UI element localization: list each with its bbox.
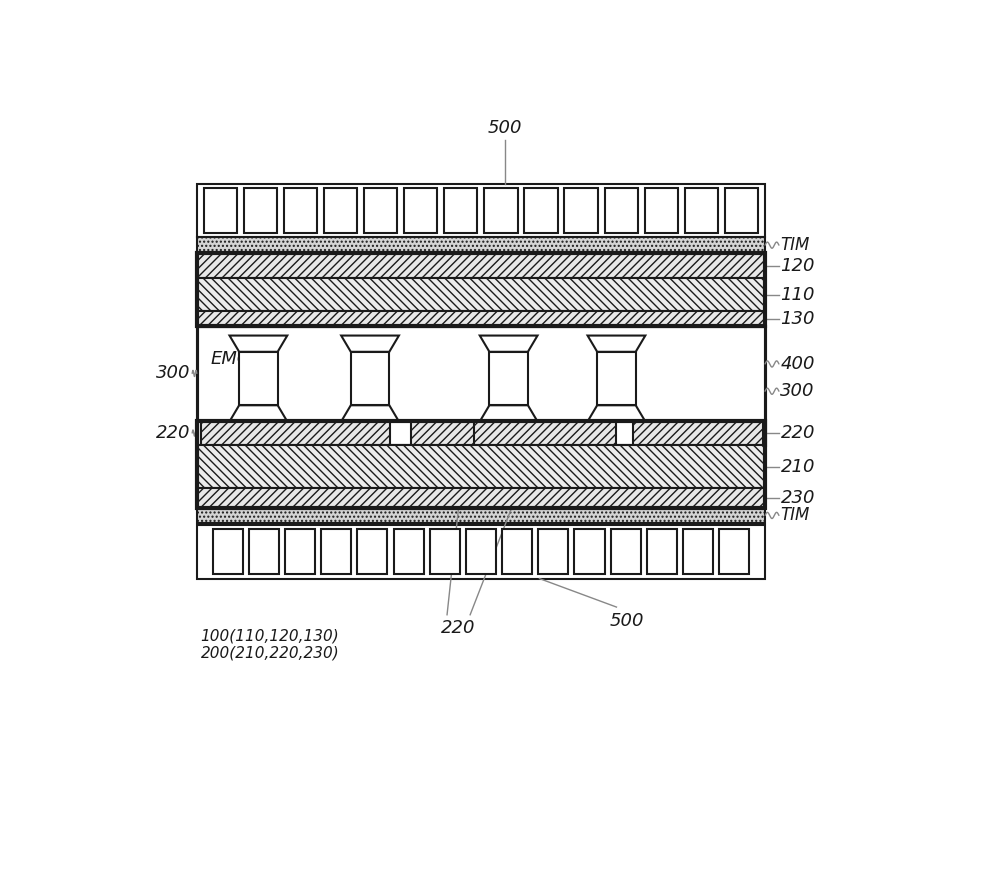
Bar (213, 529, 243, 574)
Bar (502, 529, 532, 574)
Bar (197, 488, 765, 508)
Bar (597, 352, 636, 405)
Text: 120: 120 (780, 257, 815, 274)
Bar (357, 529, 387, 574)
Bar (244, 188, 277, 233)
Bar (524, 188, 558, 233)
Bar (633, 422, 763, 445)
Bar (538, 529, 568, 574)
Bar (285, 529, 315, 574)
Bar (364, 188, 397, 233)
Bar (197, 253, 765, 326)
Bar (489, 352, 528, 405)
Bar (197, 508, 765, 523)
Text: 500: 500 (488, 119, 522, 138)
Bar (611, 529, 641, 574)
Bar (197, 184, 765, 237)
Text: 110: 110 (780, 286, 815, 304)
Text: 230: 230 (780, 489, 815, 507)
Bar (685, 188, 718, 233)
Polygon shape (588, 336, 645, 352)
Bar (411, 422, 525, 445)
Bar (197, 253, 765, 278)
Bar (683, 529, 713, 574)
Text: 210: 210 (780, 457, 815, 476)
Polygon shape (588, 405, 645, 422)
Polygon shape (480, 336, 538, 352)
Bar (564, 188, 598, 233)
Polygon shape (230, 336, 287, 352)
Bar (725, 188, 758, 233)
Bar (645, 188, 678, 233)
Text: 220: 220 (156, 424, 191, 442)
Bar (466, 529, 496, 574)
Text: EMC: EMC (211, 350, 250, 369)
Bar (197, 326, 765, 445)
Bar (284, 188, 317, 233)
Text: 500: 500 (609, 612, 644, 630)
Text: 300: 300 (156, 364, 191, 383)
Bar (197, 312, 765, 326)
Bar (324, 188, 357, 233)
Bar (197, 445, 765, 488)
Bar (404, 188, 437, 233)
Bar (239, 352, 278, 405)
Bar (430, 529, 460, 574)
Bar (444, 188, 477, 233)
Bar (321, 529, 351, 574)
Polygon shape (341, 336, 399, 352)
Bar (204, 188, 237, 233)
Polygon shape (480, 405, 538, 422)
Bar (197, 278, 765, 312)
Bar (474, 422, 616, 445)
Bar (197, 422, 765, 508)
Text: 220: 220 (780, 424, 815, 442)
Text: 200(210,220,230): 200(210,220,230) (201, 646, 339, 661)
Bar (605, 188, 638, 233)
Bar (197, 237, 765, 253)
Polygon shape (341, 405, 399, 422)
Bar (197, 525, 765, 579)
Bar (647, 529, 677, 574)
Text: 130: 130 (780, 310, 815, 328)
Bar (249, 529, 279, 574)
Text: 400: 400 (780, 355, 815, 373)
Text: 300: 300 (780, 382, 815, 400)
Text: 220: 220 (441, 620, 476, 638)
Text: TIM: TIM (780, 236, 810, 254)
Bar (201, 422, 390, 445)
Text: TIM: TIM (780, 506, 810, 525)
Bar (574, 529, 605, 574)
Bar (484, 188, 518, 233)
Polygon shape (230, 405, 287, 422)
Bar (394, 529, 424, 574)
Bar (351, 352, 389, 405)
Bar (719, 529, 749, 574)
Text: 100(110,120,130): 100(110,120,130) (201, 629, 339, 644)
